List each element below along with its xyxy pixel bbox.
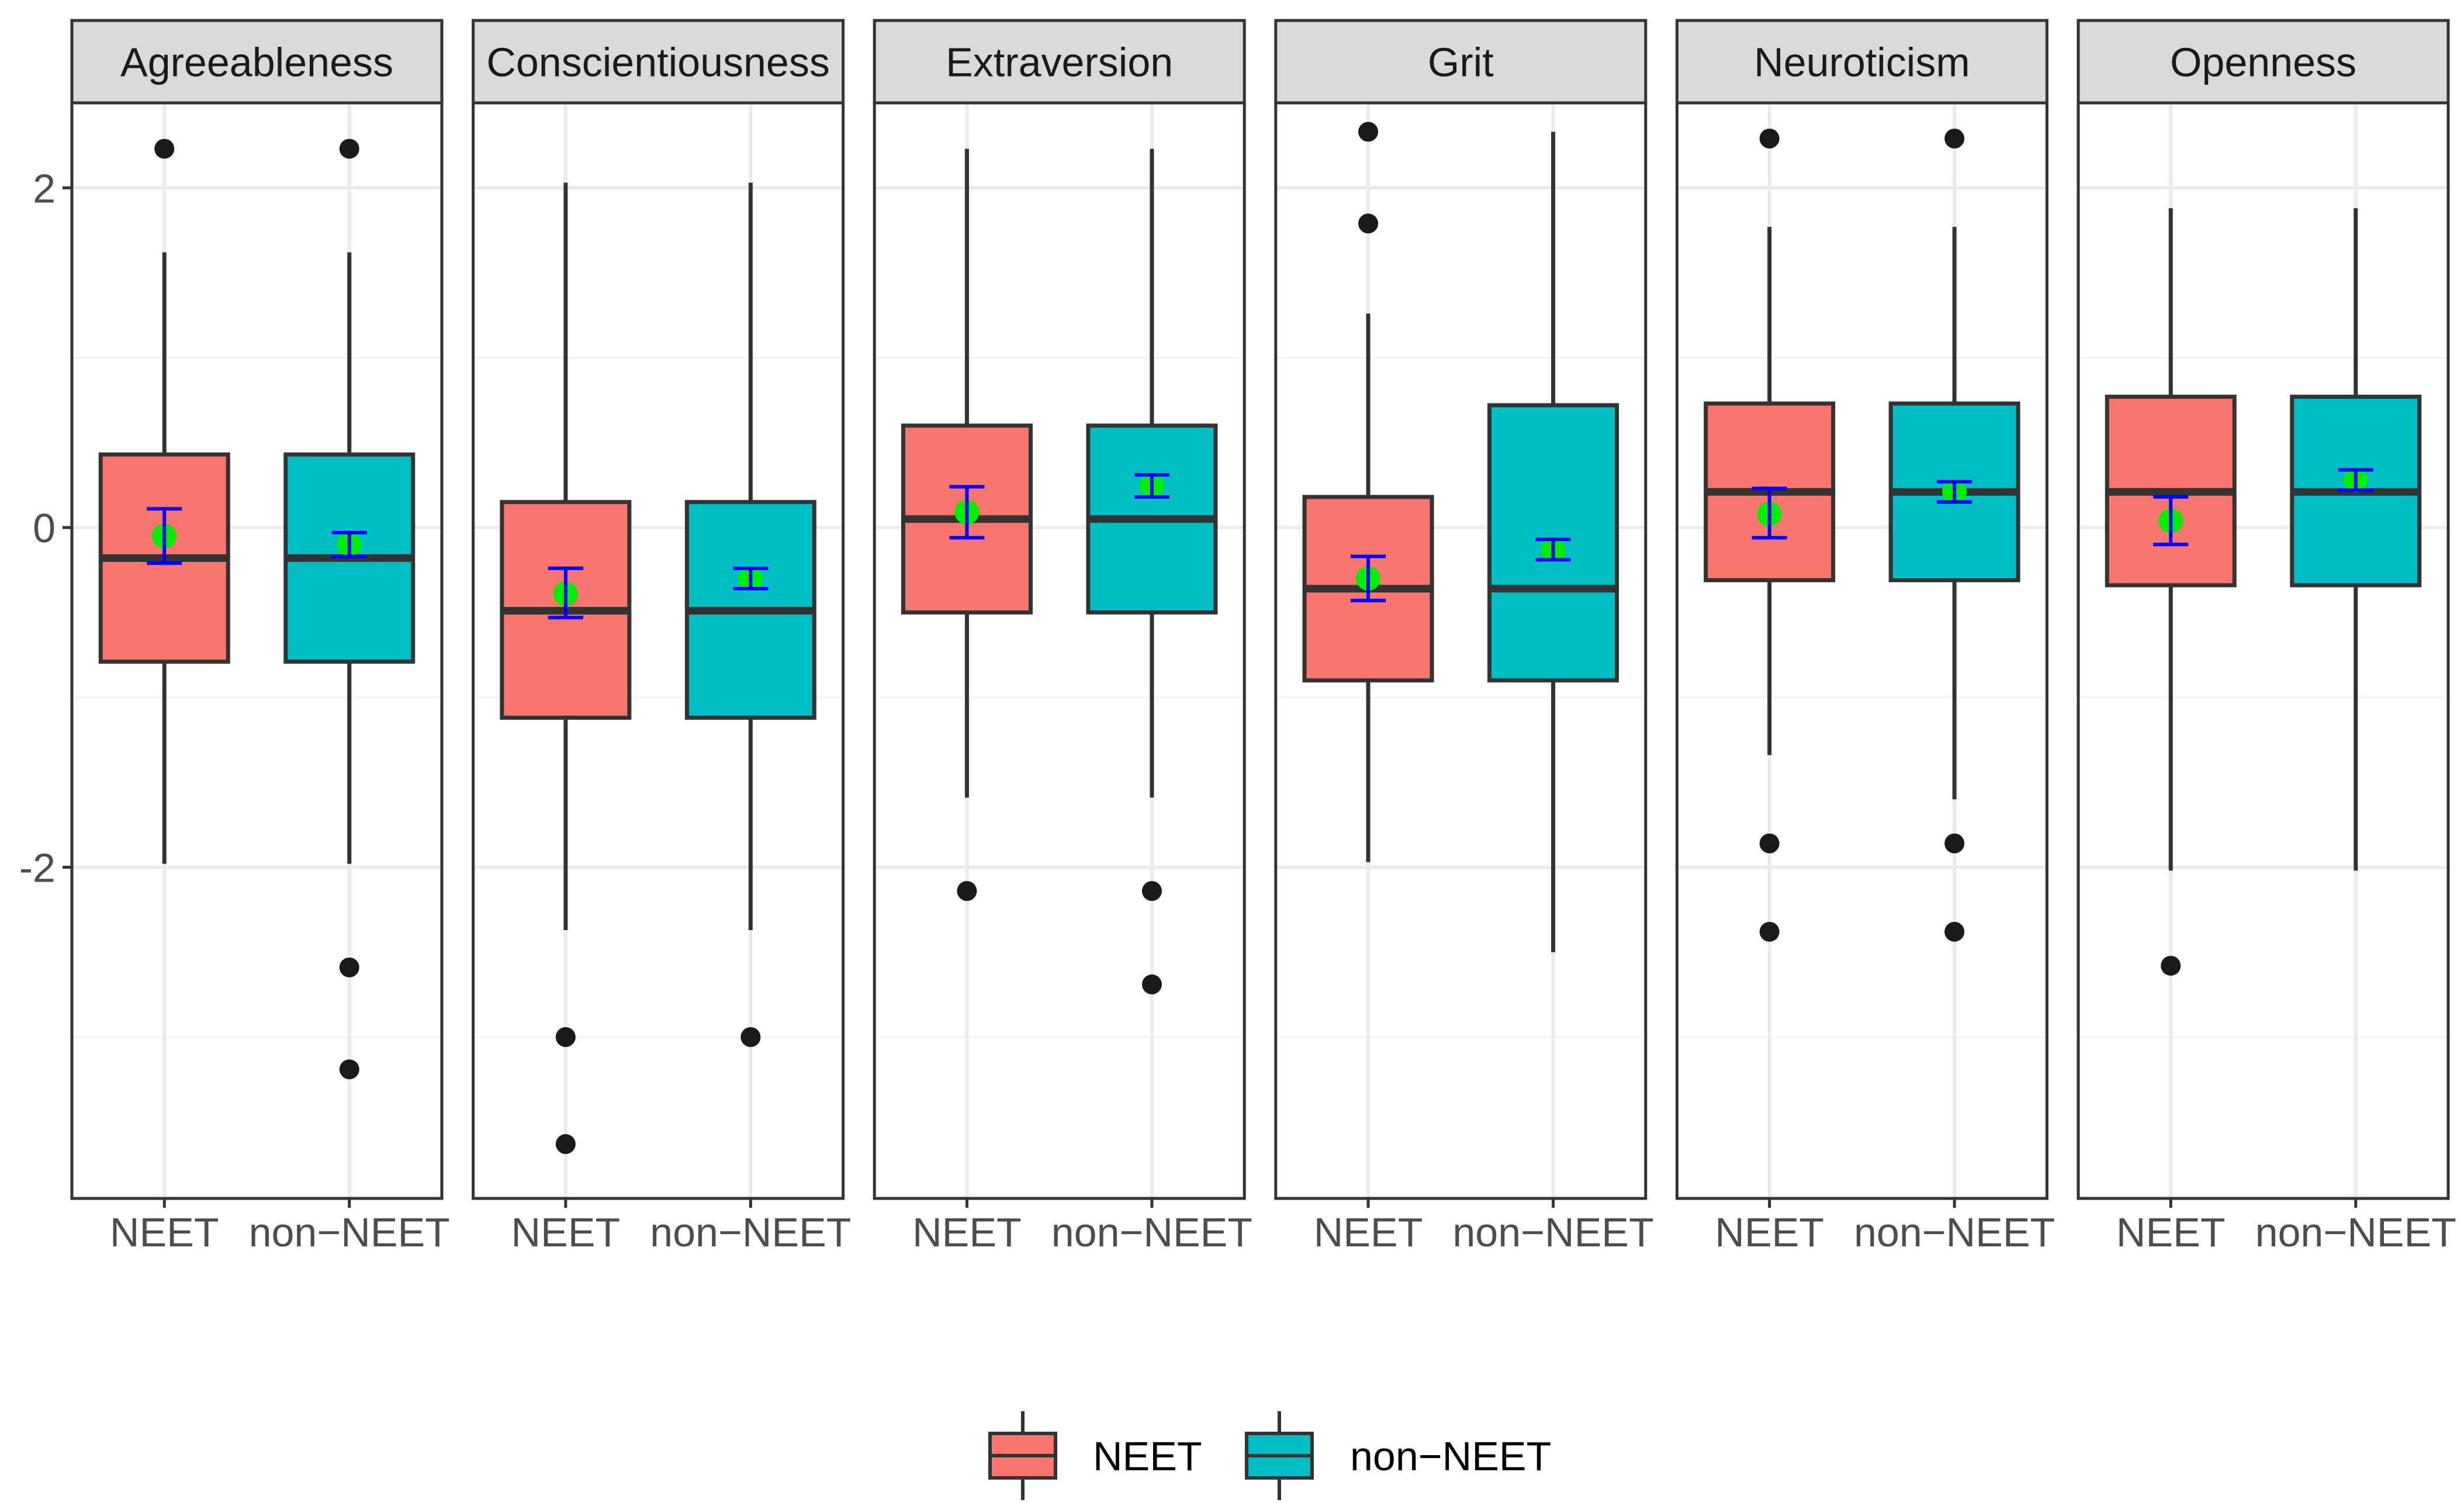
y-tick-label: 0: [33, 505, 56, 551]
box-neet: [500, 182, 632, 1155]
box-neet: [901, 148, 1033, 901]
box-non-neet: [1888, 129, 2020, 942]
outlier-point: [339, 1059, 359, 1080]
x-tick-label: non−NEET: [2255, 1210, 2456, 1255]
x-tick-label: non−NEET: [1452, 1210, 1653, 1255]
outlier-point: [957, 881, 977, 901]
facet-strip: [1675, 19, 2048, 105]
panel-border: [2077, 101, 2450, 1200]
outlier-point: [1944, 833, 1965, 854]
facet-strip: [2077, 19, 2450, 105]
panel-border: [873, 101, 1246, 1200]
facet-panel-extraversion: Extraversion NEET non−NEET: [873, 19, 1252, 1255]
box-neet: [1704, 129, 1836, 942]
facet-panel-grit: Grit NEET non−NEET: [1274, 19, 1654, 1255]
x-tick-label: non−NEET: [1854, 1210, 2055, 1255]
outlier-point: [1759, 129, 1780, 149]
outlier-point: [154, 139, 175, 159]
legend-label: NEET: [1093, 1433, 1202, 1479]
x-tick-label: NEET: [110, 1210, 219, 1255]
facet-strip-label: Neuroticism: [1754, 40, 1970, 85]
panel-background: [874, 103, 1245, 1198]
legend: NEET non−NEET: [988, 1411, 1551, 1500]
legend-label: non−NEET: [1350, 1433, 1551, 1479]
facet-panel-openness: Openness NEET non−NEET: [2077, 19, 2456, 1255]
facet-panel-conscientiousness: Conscientiousness NEET non−NEET: [472, 19, 852, 1255]
facet-strip-label: Extraversion: [946, 40, 1173, 85]
facet-strip: [70, 19, 444, 105]
box-non-neet: [684, 182, 816, 1047]
box-non-neet: [1487, 132, 1619, 952]
facet-strip-label: Agreeableness: [120, 40, 393, 85]
box-non-neet: [283, 139, 416, 1080]
outlier-point: [740, 1027, 761, 1047]
outlier-point: [1141, 881, 1162, 901]
outlier-point: [1944, 129, 1965, 149]
box-non-neet: [1086, 148, 1218, 994]
facet-panel-agreeableness: Agreeableness NEET non−NEET: [70, 19, 450, 1255]
panel-border: [70, 101, 444, 1200]
facet-panel-neuroticism: Neuroticism NEET non−NEET: [1675, 19, 2055, 1255]
outlier-point: [1759, 921, 1780, 942]
outlier-point: [339, 139, 359, 159]
y-tick-label: -2: [19, 845, 56, 890]
panel-background: [2078, 103, 2448, 1198]
outlier-point: [339, 957, 359, 977]
outlier-point: [1358, 122, 1379, 142]
x-tick-label: non−NEET: [249, 1210, 450, 1255]
panel-border: [472, 101, 845, 1200]
outlier-point: [1944, 921, 1965, 942]
facet-strip: [873, 19, 1246, 105]
facet-strip-label: Openness: [2170, 40, 2356, 85]
x-tick-label: NEET: [511, 1210, 620, 1255]
outlier-point: [555, 1134, 576, 1155]
legend-item-neet: NEET: [988, 1411, 1202, 1500]
panel-border: [1274, 101, 1648, 1200]
outlier-point: [555, 1027, 576, 1047]
panel-background: [1677, 103, 2047, 1198]
x-tick-label: non−NEET: [650, 1210, 851, 1255]
outlier-point: [1141, 974, 1162, 994]
x-tick-label: NEET: [1715, 1210, 1824, 1255]
facet-strip-label: Grit: [1428, 40, 1494, 85]
y-axis: 2 0 -2: [19, 165, 72, 890]
x-tick-label: NEET: [1314, 1210, 1423, 1255]
box-neet: [98, 139, 230, 864]
x-tick-label: non−NEET: [1051, 1210, 1252, 1255]
outlier-point: [1759, 833, 1780, 854]
y-tick-label: 2: [33, 165, 56, 211]
box-non-neet: [2290, 208, 2422, 871]
outlier-point: [1358, 213, 1379, 234]
legend-item-non-neet: non−NEET: [1245, 1411, 1551, 1500]
facet-strip-label: Conscientiousness: [486, 40, 830, 85]
box-neet: [2105, 208, 2237, 976]
x-tick-label: NEET: [2116, 1210, 2226, 1255]
outlier-point: [2161, 955, 2181, 976]
box-neet: [1302, 122, 1434, 862]
facet-strip: [472, 19, 845, 105]
x-tick-label: NEET: [912, 1210, 1022, 1255]
panel-border: [1675, 101, 2048, 1200]
